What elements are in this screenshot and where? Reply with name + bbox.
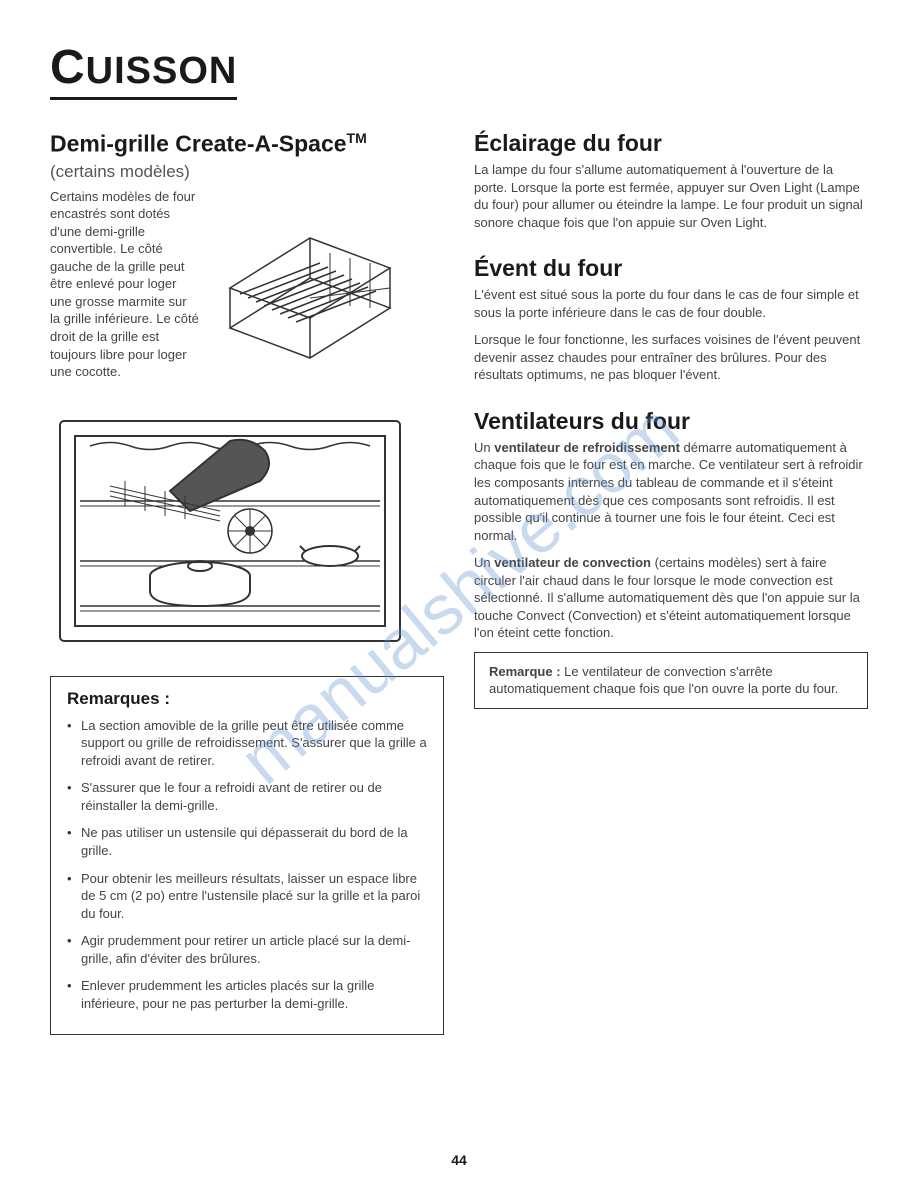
page-number: 44 [451,1152,467,1168]
event-heading: Évent du four [474,255,868,282]
remarques-box: Remarques : La section amovible de la gr… [50,676,444,1036]
demi-grille-section: Demi-grille Create-A-SpaceTM (certains m… [50,130,444,1035]
eclairage-text: La lampe du four s'allume automatiquemen… [474,161,868,231]
list-item: Enlever prudemment les articles placés s… [67,977,427,1012]
list-item: La section amovible de la grille peut êt… [67,717,427,770]
ventilateurs-text-2: Un ventilateur de convection (certains m… [474,554,868,642]
remarques-list: La section amovible de la grille peut êt… [67,717,427,1013]
left-column: Demi-grille Create-A-SpaceTM (certains m… [50,130,444,1059]
page-title: CUISSON [50,40,237,100]
ventilateurs-heading: Ventilateurs du four [474,408,868,435]
oven-illustration [50,411,444,656]
remarques-title: Remarques : [67,689,427,709]
demi-grille-intro: Certains modèles de four encastrés sont … [50,188,200,381]
list-item: Agir prudemment pour retirer un article … [67,932,427,967]
half-rack-illustration [210,188,444,373]
demi-grille-subheading: (certains modèles) [50,162,444,182]
event-text-1: L'évent est situé sous la porte du four … [474,286,868,321]
demi-grille-heading: Demi-grille Create-A-SpaceTM [50,130,444,158]
event-text-2: Lorsque le four fonctionne, les surfaces… [474,331,868,384]
ventilateurs-section: Ventilateurs du four Un ventilateur de r… [474,408,868,709]
eclairage-section: Éclairage du four La lampe du four s'all… [474,130,868,231]
ventilateurs-text-1: Un ventilateur de refroidissement démarr… [474,439,868,544]
convection-note-box: Remarque : Le ventilateur de convection … [474,652,868,709]
list-item: S'assurer que le four a refroidi avant d… [67,779,427,814]
event-section: Évent du four L'évent est situé sous la … [474,255,868,384]
list-item: Ne pas utiliser un ustensile qui dépasse… [67,824,427,859]
right-column: Éclairage du four La lampe du four s'all… [474,130,868,1059]
eclairage-heading: Éclairage du four [474,130,868,157]
content-columns: Demi-grille Create-A-SpaceTM (certains m… [50,130,868,1059]
list-item: Pour obtenir les meilleurs résultats, la… [67,870,427,923]
convection-note-text: Remarque : Le ventilateur de convection … [489,663,853,698]
